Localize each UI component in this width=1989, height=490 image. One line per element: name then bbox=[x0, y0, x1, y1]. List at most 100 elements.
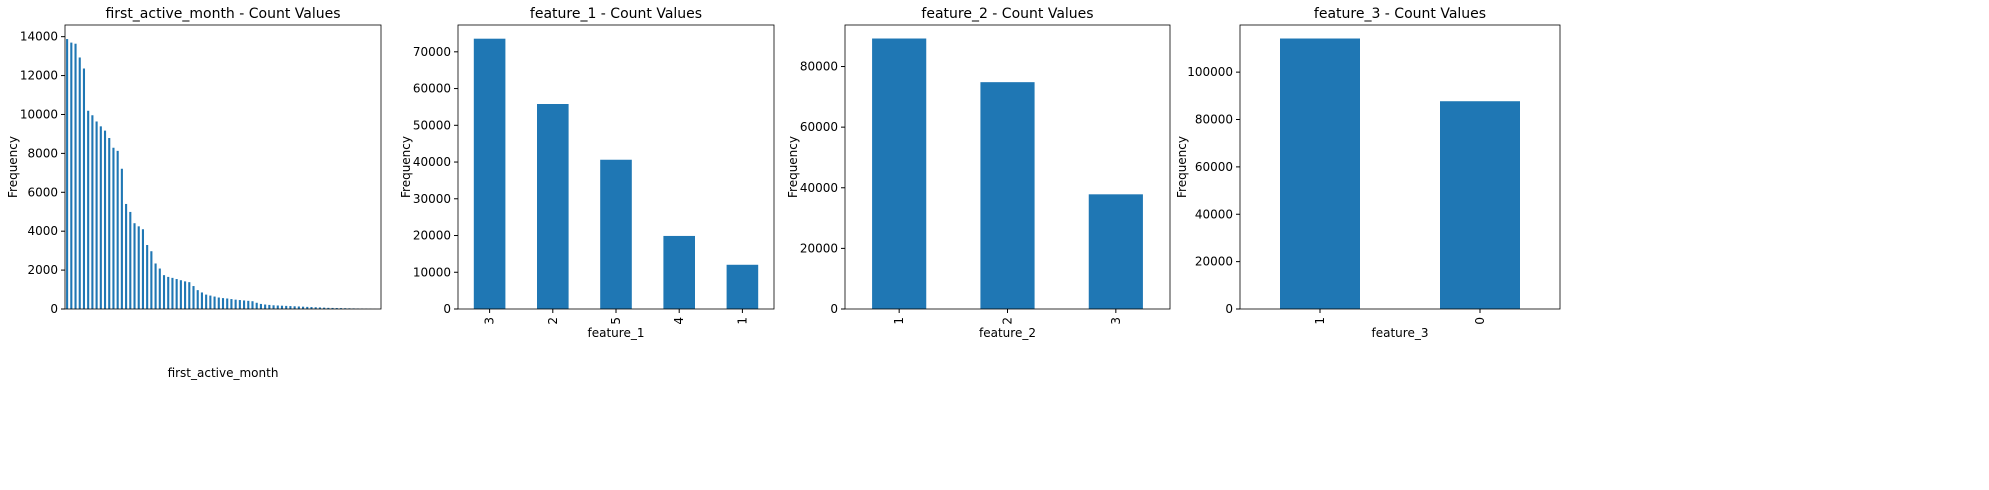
bar bbox=[318, 307, 321, 309]
y-tick-label: 6000 bbox=[27, 185, 58, 199]
y-tick-label: 20000 bbox=[1195, 255, 1233, 269]
bar bbox=[78, 57, 81, 310]
bar bbox=[230, 299, 233, 309]
y-tick-label: 0 bbox=[830, 302, 838, 316]
bar bbox=[251, 301, 254, 309]
bar bbox=[980, 82, 1035, 309]
bar bbox=[112, 147, 115, 309]
y-tick-label: 10000 bbox=[413, 265, 451, 279]
bar bbox=[108, 138, 111, 309]
bar bbox=[310, 307, 313, 309]
y-tick-label: 12000 bbox=[20, 69, 58, 83]
bar bbox=[302, 306, 305, 309]
axes-frame bbox=[457, 24, 775, 310]
y-tick-label: 70000 bbox=[413, 45, 451, 59]
bar bbox=[226, 298, 229, 309]
bar bbox=[234, 299, 237, 309]
bar bbox=[175, 279, 178, 309]
bar bbox=[150, 251, 153, 309]
bar bbox=[663, 235, 695, 309]
bar bbox=[293, 306, 296, 309]
bar bbox=[537, 104, 569, 309]
bar bbox=[141, 229, 144, 309]
y-tick-label: 14000 bbox=[20, 30, 58, 44]
bar bbox=[137, 226, 140, 309]
bar bbox=[331, 307, 334, 309]
y-tick-label: 50000 bbox=[413, 118, 451, 132]
bar bbox=[238, 300, 241, 309]
y-tick-label: 8000 bbox=[27, 146, 58, 160]
bar bbox=[188, 282, 191, 309]
chart-title: feature_1 - Count Values bbox=[530, 6, 702, 22]
bar bbox=[167, 276, 170, 309]
bar bbox=[1280, 38, 1360, 310]
bar bbox=[276, 305, 279, 309]
bar bbox=[1440, 101, 1520, 309]
y-tick-label: 60000 bbox=[800, 120, 838, 134]
bar bbox=[339, 308, 343, 309]
bar bbox=[103, 130, 107, 309]
bar bbox=[314, 307, 317, 309]
bar bbox=[74, 43, 77, 309]
bar bbox=[179, 280, 182, 309]
bar bbox=[247, 300, 250, 309]
bar bbox=[306, 306, 309, 309]
y-tick-label: 80000 bbox=[800, 60, 838, 74]
bar bbox=[91, 115, 94, 309]
bar bbox=[120, 168, 123, 309]
bar bbox=[872, 38, 927, 310]
y-tick-label: 20000 bbox=[413, 229, 451, 243]
x-axis-label: first_active_month bbox=[168, 366, 279, 380]
bar bbox=[297, 306, 300, 309]
x-tick-label: 5 bbox=[609, 317, 623, 325]
bar bbox=[125, 203, 128, 309]
bar bbox=[116, 150, 119, 309]
bar bbox=[600, 159, 632, 309]
y-axis-label: Frequency bbox=[6, 136, 20, 198]
bar bbox=[87, 110, 90, 309]
bar bbox=[272, 305, 275, 309]
bar bbox=[129, 211, 132, 309]
bar bbox=[171, 277, 174, 309]
x-axis-label: feature_1 bbox=[588, 326, 645, 340]
chart-title: first_active_month - Count Values bbox=[105, 6, 340, 22]
chart-title: feature_3 - Count Values bbox=[1314, 6, 1486, 22]
bar bbox=[268, 304, 271, 309]
bar bbox=[217, 297, 220, 309]
x-tick-label: 1 bbox=[735, 317, 749, 325]
bar bbox=[285, 305, 288, 309]
bar bbox=[289, 306, 292, 309]
y-tick-label: 0 bbox=[50, 302, 58, 316]
y-axis-label: Frequency bbox=[786, 136, 800, 198]
y-tick-label: 80000 bbox=[1195, 113, 1233, 127]
axes-frame bbox=[1239, 24, 1561, 310]
bar bbox=[221, 298, 225, 309]
x-tick-label: 3 bbox=[1109, 317, 1123, 325]
bar bbox=[196, 290, 199, 309]
y-tick-label: 40000 bbox=[413, 155, 451, 169]
y-tick-label: 60000 bbox=[413, 82, 451, 96]
chart-title: feature_2 - Count Values bbox=[921, 6, 1093, 22]
bar bbox=[158, 268, 161, 309]
bar bbox=[205, 294, 208, 309]
bar bbox=[243, 300, 246, 309]
bar bbox=[200, 292, 203, 309]
bar bbox=[66, 39, 69, 310]
y-tick-label: 20000 bbox=[800, 241, 838, 255]
bar bbox=[209, 295, 212, 309]
bar bbox=[70, 42, 73, 309]
y-axis-label: Frequency bbox=[399, 136, 413, 198]
x-tick-label: 3 bbox=[483, 317, 497, 325]
x-tick-label: 1 bbox=[892, 317, 906, 325]
y-tick-label: 0 bbox=[1225, 302, 1233, 316]
y-tick-label: 4000 bbox=[27, 224, 58, 238]
y-tick-label: 40000 bbox=[800, 181, 838, 195]
bar bbox=[473, 38, 506, 309]
bar bbox=[335, 308, 338, 309]
x-tick-label: 1 bbox=[1313, 317, 1327, 325]
y-axis-label: Frequency bbox=[1175, 136, 1189, 198]
bar bbox=[264, 304, 267, 309]
x-tick-label: 2 bbox=[546, 317, 560, 325]
bar bbox=[255, 302, 258, 309]
